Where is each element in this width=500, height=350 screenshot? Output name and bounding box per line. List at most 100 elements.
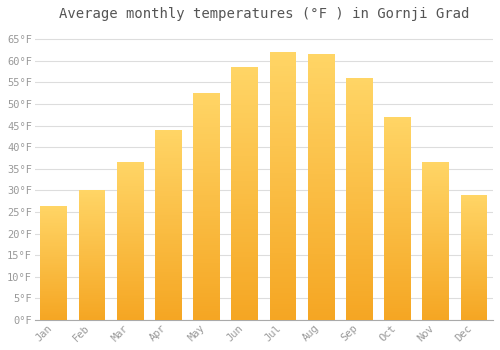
Bar [40,303,67,304]
Bar [78,245,106,246]
Bar [232,191,258,194]
Bar [422,162,449,164]
Bar [232,222,258,224]
Bar [422,247,449,249]
Bar [117,284,143,285]
Bar [40,225,67,226]
Bar [117,260,143,261]
Bar [422,257,449,258]
Bar [78,301,106,302]
Bar [232,257,258,259]
Bar [270,240,296,242]
Bar [155,253,182,256]
Bar [193,281,220,284]
Bar [117,249,143,251]
Bar [155,269,182,271]
Bar [384,218,411,220]
Bar [232,219,258,222]
Bar [346,88,372,90]
Bar [308,214,334,216]
Bar [117,292,143,293]
Bar [193,134,220,136]
Bar [155,202,182,204]
Bar [422,175,449,176]
Bar [346,296,372,298]
Bar [193,284,220,286]
Bar [422,233,449,235]
Bar [193,193,220,195]
Bar [308,248,334,251]
Bar [193,173,220,175]
Bar [40,313,67,314]
Bar [270,103,296,106]
Bar [40,296,67,297]
Bar [117,306,143,307]
Bar [155,172,182,174]
Bar [78,199,106,201]
Bar [40,230,67,231]
Bar [346,97,372,100]
Bar [40,251,67,252]
Bar [422,241,449,243]
Bar [155,314,182,316]
Bar [232,189,258,191]
Bar [422,186,449,188]
Bar [40,286,67,287]
Bar [40,308,67,310]
Bar [78,212,106,214]
Bar [78,273,106,275]
Bar [117,166,143,167]
Bar [117,310,143,312]
Bar [270,234,296,237]
Bar [460,198,487,200]
Bar [422,265,449,266]
Bar [155,286,182,288]
Bar [193,266,220,268]
Bar [40,216,67,217]
Bar [117,206,143,208]
Bar [308,70,334,73]
Bar [117,315,143,317]
Bar [422,183,449,184]
Bar [40,319,67,320]
Bar [308,68,334,70]
Bar [78,247,106,249]
Bar [460,319,487,320]
Bar [193,313,220,315]
Bar [422,317,449,318]
Bar [193,98,220,100]
Bar [232,211,258,214]
Bar [460,226,487,227]
Bar [193,168,220,170]
Bar [78,306,106,307]
Bar [117,285,143,287]
Bar [193,114,220,116]
Bar [270,205,296,208]
Bar [308,285,334,288]
Bar [308,238,334,240]
Bar [232,133,258,135]
Bar [232,224,258,226]
Bar [78,254,106,255]
Bar [193,150,220,152]
Bar [270,122,296,125]
Bar [232,262,258,264]
Bar [346,107,372,110]
Bar [155,134,182,136]
Bar [308,299,334,301]
Bar [78,298,106,299]
Bar [270,111,296,114]
Bar [78,257,106,258]
Bar [117,265,143,266]
Bar [155,307,182,309]
Bar [155,145,182,147]
Bar [117,268,143,270]
Bar [40,259,67,260]
Bar [40,312,67,313]
Bar [460,214,487,215]
Bar [422,169,449,170]
Bar [384,144,411,145]
Bar [40,248,67,249]
Bar [193,261,220,263]
Bar [270,264,296,266]
